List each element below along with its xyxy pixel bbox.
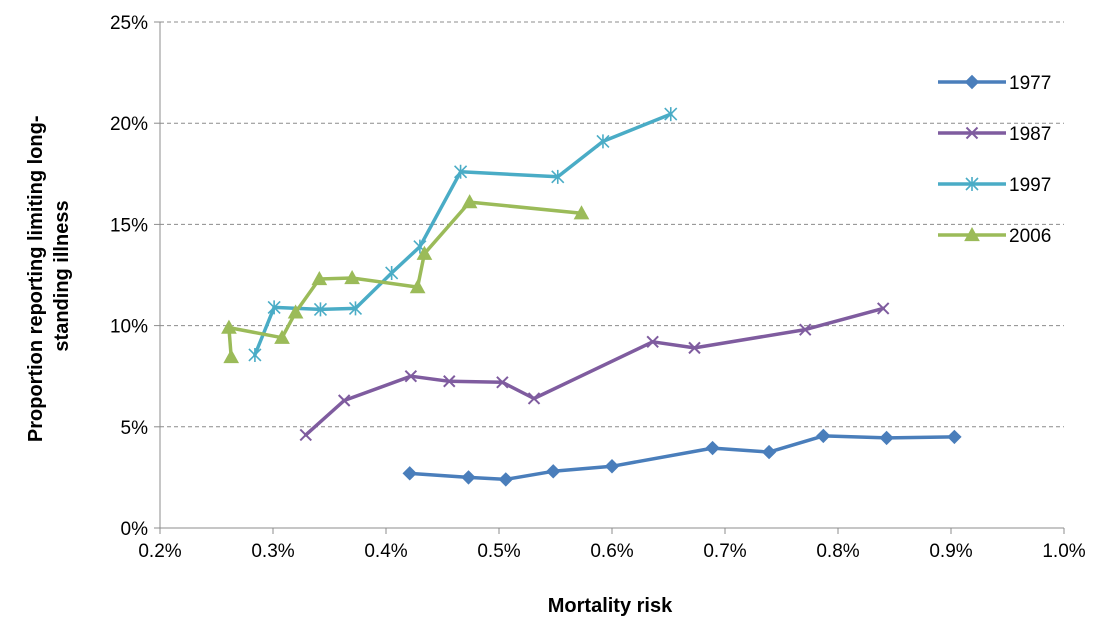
data-point-1997	[551, 169, 565, 184]
data-point-1987	[337, 394, 351, 407]
data-point-2006	[311, 271, 328, 286]
y-tick-label: 5%	[121, 418, 149, 439]
x-axis-title: Mortality risk	[548, 595, 673, 617]
data-point-2006	[223, 348, 240, 364]
y-axis-title-line-1: Proportion reporting limiting long-	[25, 115, 47, 442]
series-line-1987	[304, 306, 885, 437]
x-tick-label: 0.8%	[816, 541, 859, 562]
x-tick-label: 0.6%	[590, 541, 633, 562]
x-tick-label: 0.3%	[251, 541, 294, 562]
legend: 1977 1987 1997 2006	[938, 73, 1051, 247]
data-series	[221, 107, 962, 487]
data-point-1997	[664, 107, 678, 122]
legend-label: 2006	[1009, 226, 1051, 247]
y-tick-label: 20%	[110, 114, 148, 135]
x-tick-label: 0.2%	[138, 541, 181, 562]
legend-marker	[965, 126, 979, 140]
legend-marker	[965, 177, 979, 191]
data-point-2006	[416, 245, 433, 260]
data-point-2006	[344, 270, 360, 285]
data-point-1977	[947, 429, 962, 445]
data-point-1977	[705, 440, 720, 456]
data-point-1997	[267, 300, 281, 315]
y-tick-label: 15%	[110, 215, 148, 236]
legend-item-1987: 1987	[938, 124, 1051, 145]
x-tick-label: 0.5%	[477, 541, 520, 562]
data-point-1977	[879, 430, 894, 446]
data-point-1987	[876, 302, 890, 315]
series-2006	[221, 194, 590, 364]
data-point-1987	[404, 369, 418, 383]
data-point-1997	[248, 347, 262, 362]
data-point-1987	[496, 376, 509, 389]
legend-label: 1977	[1009, 73, 1051, 94]
x-tick-label: 1.0%	[1042, 541, 1085, 562]
data-point-2006	[461, 194, 478, 209]
legend-item-1997: 1997	[938, 175, 1051, 196]
data-point-1987	[527, 392, 541, 405]
data-point-2006	[274, 329, 290, 344]
series-line-1977	[407, 434, 957, 482]
data-point-1977	[816, 428, 831, 444]
series-1997	[248, 107, 678, 362]
y-tick-label: 25%	[110, 13, 148, 34]
data-point-2006	[409, 279, 426, 294]
series-1987	[299, 302, 890, 442]
data-point-1997	[348, 301, 363, 316]
data-point-1987	[646, 335, 659, 348]
legend-marker	[964, 226, 980, 242]
series-1977	[402, 428, 962, 487]
data-point-1997	[596, 134, 610, 149]
data-point-1987	[443, 375, 456, 388]
series-line-2006	[227, 200, 584, 359]
data-point-2006	[573, 205, 590, 220]
data-point-1977	[761, 444, 777, 460]
legend-marker	[964, 74, 980, 90]
data-point-1977	[461, 470, 476, 485]
y-axis-title: Proportion reporting limiting long- stan…	[25, 110, 73, 442]
legend-label: 1997	[1009, 175, 1051, 196]
y-tick-label: 0%	[121, 519, 149, 540]
x-tick-label: 0.9%	[929, 541, 972, 562]
data-point-1977	[402, 466, 417, 481]
legend-item-1977: 1977	[938, 73, 1051, 94]
y-axis-title-line-2: standing illness	[51, 200, 73, 351]
x-tick-label: 0.4%	[364, 541, 407, 562]
x-tick-label: 0.7%	[703, 541, 746, 562]
data-point-2006	[221, 319, 237, 334]
data-point-1987	[299, 428, 312, 442]
data-point-1977	[498, 472, 513, 487]
axes: 0% 5% 10% 15% 20% 25% 0.2% 0.3% 0.4% 0.5% 0.6% 0.7%…	[110, 13, 1086, 562]
data-point-2006	[287, 304, 304, 319]
data-point-1997	[454, 164, 468, 179]
y-tick-label: 10%	[110, 317, 148, 338]
legend-label: 1987	[1009, 124, 1051, 145]
gridlines	[160, 21, 1064, 428]
data-point-1987	[688, 341, 701, 355]
data-point-1987	[799, 323, 812, 336]
data-point-1977	[604, 459, 620, 474]
legend-item-2006: 2006	[938, 226, 1051, 247]
data-point-1977	[546, 464, 561, 479]
series-line-1997	[253, 112, 673, 357]
data-point-1997	[313, 302, 328, 317]
data-point-1997	[385, 265, 399, 280]
